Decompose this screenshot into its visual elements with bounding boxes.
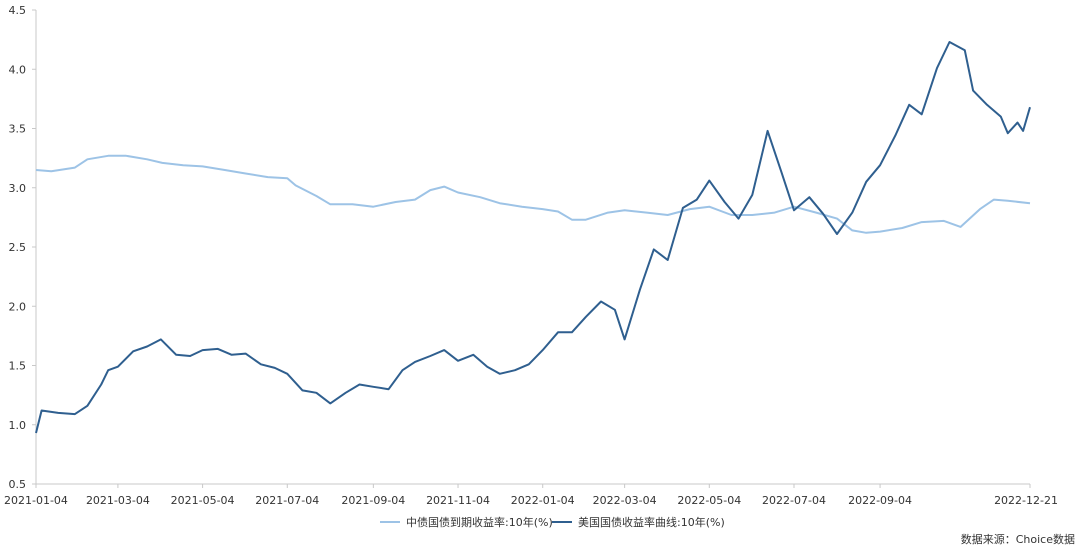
y-tick-label: 2.5 [9,241,27,254]
x-tick-label: 2021-11-04 [426,494,490,507]
x-tick-label: 2022-01-04 [511,494,575,507]
legend: 中债国债到期收益率:10年(%) 美国国债收益率曲线:10年(%) [380,515,725,529]
legend-label-us-10y: 美国国债收益率曲线:10年(%) [578,515,725,529]
x-tick-label: 2021-01-04 [4,494,68,507]
y-tick-label: 1.5 [9,360,27,373]
x-tick-label: 2022-07-04 [762,494,826,507]
y-axis-ticks: 4.5 4.0 3.5 3.0 2.5 2.0 1.5 1.0 0.5 [9,4,36,491]
x-tick-label: 2022-03-04 [593,494,657,507]
x-tick-label: 2021-05-04 [171,494,235,507]
y-tick-label: 0.5 [9,478,27,491]
source-note: 数据来源：Choice数据 [961,532,1075,546]
y-tick-label: 3.5 [9,123,27,136]
series-line-us-10y [35,41,1031,434]
y-tick-label: 2.0 [9,300,27,313]
x-tick-label: 2021-03-04 [86,494,150,507]
axes [35,10,1030,485]
x-axis-ticks: 2021-01-04 2021-03-04 2021-05-04 2021-07-04… [4,484,1058,507]
y-tick-label: 1.0 [9,419,27,432]
y-tick-label: 4.5 [9,4,27,17]
y-tick-label: 4.0 [9,63,27,76]
x-tick-label: 2022-09-04 [848,494,912,507]
x-tick-label: 2021-07-04 [255,494,319,507]
y-tick-label: 3.0 [9,182,27,195]
series-lines [35,41,1031,434]
series-line-china-10y [35,154,1031,234]
x-tick-label: 2022-12-21 [994,494,1058,507]
legend-label-china-10y: 中债国债到期收益率:10年(%) [406,515,553,529]
x-tick-label: 2022-05-04 [677,494,741,507]
x-tick-label: 2021-09-04 [341,494,405,507]
